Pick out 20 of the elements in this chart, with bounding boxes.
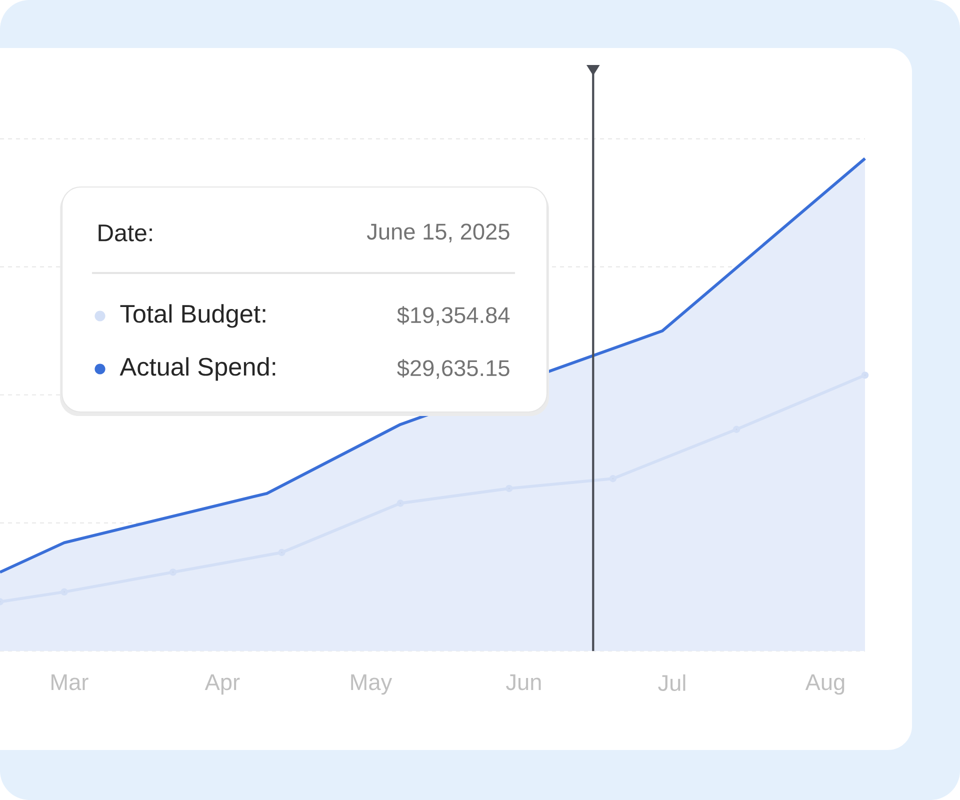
point (506, 484, 513, 492)
annotation: June 15, 2025 (366, 224, 510, 242)
legend-label: Actual Spend: (120, 357, 276, 381)
point (169, 568, 177, 576)
point (396, 500, 404, 507)
x-tick-label: Jun (506, 674, 541, 690)
point (278, 548, 286, 556)
annotation: $29,635.15 (397, 359, 510, 379)
x-tick-label: Jul (658, 674, 686, 692)
point (732, 426, 740, 433)
legend-label: Total Budget: (120, 304, 266, 328)
x-tick-label: May (351, 674, 392, 695)
annotation: Date: (98, 224, 152, 242)
x-tick-label: Apr (204, 674, 240, 695)
point (861, 372, 869, 379)
x-tick-label: Aug (805, 674, 844, 695)
point (609, 475, 617, 482)
point (60, 588, 68, 596)
annotation: $19,354.84 (397, 306, 510, 326)
x-tick-label: Mar (52, 674, 88, 690)
